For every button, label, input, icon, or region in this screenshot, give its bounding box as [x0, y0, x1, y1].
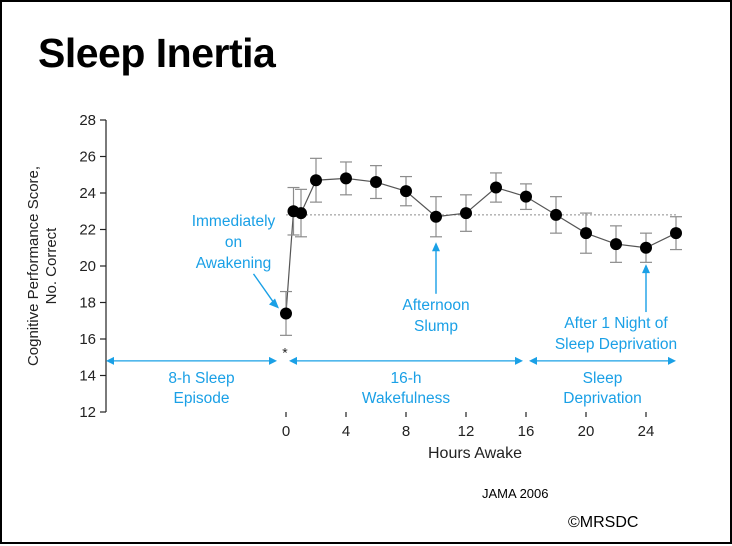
y-tick-label: 24 [79, 185, 96, 202]
data-point [295, 207, 307, 220]
y-tick-label: 14 [79, 368, 96, 385]
x-tick-label: 20 [578, 423, 595, 440]
data-point [520, 190, 532, 203]
phase-arrow-head-left [289, 356, 297, 365]
slide-title: Sleep Inertia [38, 30, 276, 76]
data-point [430, 210, 442, 223]
annotation-afternoon-slump: Afternoon [402, 297, 469, 314]
phase-arrow-head-right [668, 356, 676, 365]
data-point [340, 172, 352, 185]
annotation-sleep-deprivation: After 1 Night of [564, 315, 668, 332]
x-tick-label: 8 [402, 423, 410, 440]
annotation-awakening: Immediately [192, 213, 276, 230]
annotation-arrowhead-slump [432, 242, 440, 252]
data-point [460, 207, 472, 220]
phase-label: Episode [173, 390, 229, 407]
series-line [285, 177, 677, 314]
significance-asterisk: * [282, 344, 288, 360]
y-axis-label: No. Correct [43, 227, 60, 305]
data-point [280, 307, 292, 320]
y-tick-label: 16 [79, 331, 96, 348]
phase-arrow-head-right [515, 356, 523, 365]
y-tick-label: 18 [79, 295, 96, 312]
data-point [400, 185, 412, 198]
y-tick-label: 28 [79, 112, 96, 129]
data-point [310, 174, 322, 187]
x-tick-label: 4 [342, 423, 350, 440]
phase-label: Wakefulness [362, 390, 450, 407]
copyright-notice: ©MRSDC [568, 514, 639, 531]
y-axis-label: Cognitive Performance Score, [25, 166, 42, 366]
x-axis-label: Hours Awake [428, 445, 522, 462]
data-point [550, 208, 562, 221]
annotation-arrowhead-deprivation [642, 264, 650, 274]
annotation-arrowhead-awakening [269, 298, 279, 309]
phase-label: 16-h [390, 370, 421, 387]
y-tick-label: 22 [79, 222, 96, 239]
data-point [490, 181, 502, 194]
annotation-afternoon-slump: Slump [414, 318, 458, 335]
data-point [670, 227, 682, 240]
phase-label: Deprivation [563, 390, 641, 407]
annotation-awakening: on [225, 234, 242, 251]
phase-arrow-head-right [269, 356, 277, 365]
source-citation: JAMA 2006 [482, 486, 549, 501]
phase-arrow-head-left [529, 356, 537, 365]
data-point [370, 176, 382, 189]
y-tick-label: 12 [79, 404, 96, 421]
data-point [610, 238, 622, 251]
annotation-sleep-deprivation: Sleep Deprivation [555, 336, 677, 353]
y-tick-label: 26 [79, 149, 96, 166]
y-tick-label: 20 [79, 258, 96, 275]
x-tick-label: 16 [518, 423, 535, 440]
phase-label: 8-h Sleep [168, 370, 234, 387]
annotation-awakening: Awakening [196, 255, 272, 272]
x-tick-label: 12 [458, 423, 475, 440]
phase-arrow-head-left [106, 356, 114, 365]
x-tick-label: 24 [638, 423, 655, 440]
annotation-arrow-awakening [252, 273, 276, 305]
data-point [580, 227, 592, 240]
x-tick-label: 0 [282, 423, 290, 440]
phase-label: Sleep [583, 370, 623, 387]
data-point [640, 241, 652, 254]
